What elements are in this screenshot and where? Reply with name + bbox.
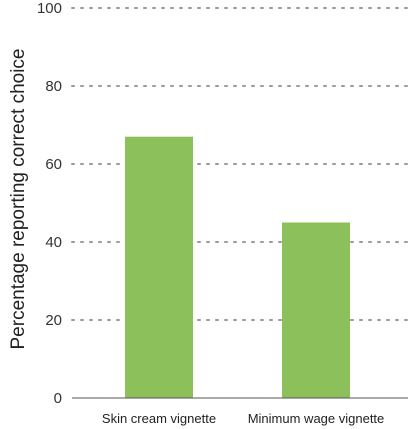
bars	[125, 136, 350, 398]
y-tick-label-80: 80	[45, 78, 62, 95]
category-label-1: Skin cream vignette	[102, 411, 216, 426]
y-tick-label-0: 0	[54, 390, 62, 407]
grid-lines	[71, 7, 409, 321]
y-tick-labels: 0 20 40 60 80 100	[37, 0, 62, 407]
bar-2	[282, 222, 350, 398]
y-axis-label: Percentage reporting correct choice	[8, 49, 29, 350]
y-tick-label-60: 60	[45, 156, 62, 173]
y-tick-label-20: 20	[45, 312, 62, 329]
y-tick-label-100: 100	[37, 0, 62, 17]
bar-1	[125, 136, 193, 398]
y-tick-label-40: 40	[45, 234, 62, 251]
category-label-2: Minimum wage vignette	[248, 411, 385, 426]
category-labels: Skin cream vignette Minimum wage vignette	[102, 411, 384, 426]
